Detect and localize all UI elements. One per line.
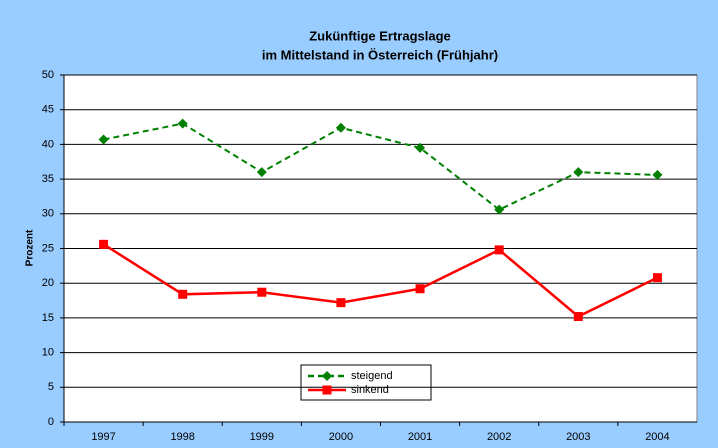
y-axis-label: Prozent — [25, 229, 36, 266]
y-tick-label: 40 — [42, 138, 54, 150]
x-tick-label: 2003 — [566, 431, 590, 443]
y-tick-label: 25 — [42, 242, 54, 254]
y-tick-label: 30 — [42, 208, 54, 220]
x-tick-label: 2004 — [645, 431, 669, 443]
y-tick-label: 50 — [42, 69, 54, 81]
y-tick-label: 20 — [42, 277, 54, 289]
legend-marker — [322, 385, 332, 395]
chart-title: Zukünftige Ertragslage — [309, 28, 451, 43]
x-tick-label: 2000 — [329, 431, 353, 443]
data-point — [257, 287, 267, 297]
data-point — [573, 167, 584, 178]
data-point — [99, 239, 109, 249]
data-point — [494, 204, 505, 215]
data-point — [494, 245, 504, 255]
data-point — [178, 289, 188, 299]
y-tick-label: 15 — [42, 312, 54, 324]
data-point — [98, 134, 109, 145]
x-tick-label: 1998 — [170, 431, 194, 443]
data-point — [415, 284, 425, 294]
legend-label: steigend — [351, 370, 393, 382]
data-point — [177, 118, 188, 129]
data-point — [336, 298, 346, 308]
y-tick-label: 35 — [42, 173, 54, 185]
x-tick-label: 1997 — [91, 431, 115, 443]
data-point — [415, 142, 426, 153]
series-line — [103, 122, 658, 211]
data-point — [573, 312, 583, 322]
y-tick-label: 45 — [42, 104, 54, 116]
y-tick-label: 5 — [48, 381, 54, 393]
chart-title: im Mittelstand in Österreich (Frühjahr) — [262, 47, 498, 62]
x-tick-label: 1999 — [250, 431, 274, 443]
data-point — [335, 122, 346, 133]
y-tick-label: 10 — [42, 347, 54, 359]
data-point — [652, 169, 663, 180]
legend-label: sinkend — [351, 384, 389, 396]
series-line — [102, 243, 658, 318]
data-point — [256, 167, 267, 178]
y-tick-label: 0 — [48, 416, 54, 428]
x-tick-label: 2002 — [487, 431, 511, 443]
data-point — [652, 273, 662, 283]
legend-marker — [322, 371, 332, 381]
x-tick-label: 2001 — [408, 431, 432, 443]
